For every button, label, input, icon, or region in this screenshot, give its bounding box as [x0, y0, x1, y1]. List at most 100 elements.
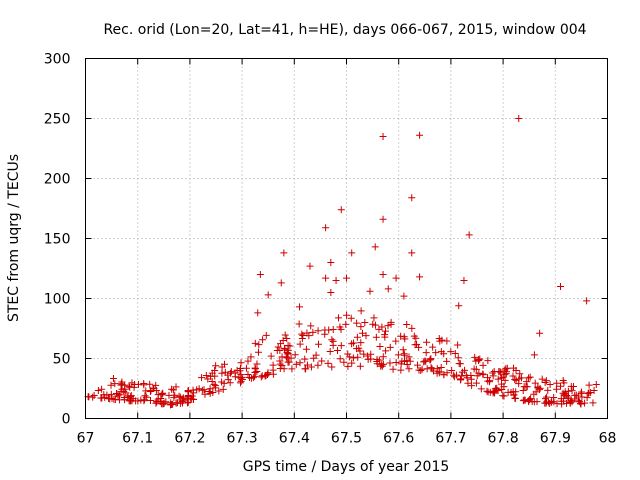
data-point — [527, 395, 535, 403]
data-point — [436, 337, 444, 345]
data-point — [146, 388, 154, 396]
data-point — [484, 357, 492, 365]
data-point — [510, 391, 518, 399]
data-point — [107, 381, 115, 389]
data-point — [531, 379, 539, 387]
data-point — [397, 360, 405, 368]
data-point — [463, 374, 471, 382]
data-point — [322, 274, 330, 282]
data-point — [577, 389, 585, 397]
y-axis-label: STEC from uqrg / TECUs — [6, 154, 22, 322]
data-point — [437, 363, 445, 371]
data-point — [296, 340, 304, 348]
x-tick-label: 67.9 — [540, 431, 571, 447]
data-point — [413, 340, 421, 348]
data-point — [307, 363, 315, 371]
data-point — [546, 381, 554, 389]
data-point — [479, 361, 487, 369]
x-tick-label: 67.4 — [279, 431, 310, 447]
data-point — [122, 389, 130, 397]
data-point — [452, 371, 460, 379]
data-point — [576, 398, 584, 406]
data-point — [231, 369, 239, 377]
data-point — [371, 321, 379, 329]
data-point — [321, 330, 329, 338]
y-tick-label: 250 — [44, 112, 71, 128]
data-point — [483, 387, 491, 395]
data-point — [286, 342, 294, 350]
data-point — [343, 274, 350, 282]
data-point — [269, 361, 277, 369]
data-point — [198, 374, 206, 382]
data-point — [467, 375, 475, 383]
data-point — [473, 372, 481, 380]
data-point — [372, 333, 380, 341]
data-point — [360, 350, 368, 358]
data-point — [443, 357, 451, 365]
data-point — [379, 133, 387, 140]
data-point — [298, 335, 306, 343]
data-point — [140, 379, 148, 387]
data-point — [280, 249, 288, 257]
data-point — [533, 398, 541, 406]
data-point — [516, 370, 524, 378]
chart-title: Rec. orid (Lon=20, Lat=41, h=HE), days 0… — [103, 22, 586, 38]
data-point — [301, 365, 309, 373]
data-point — [283, 335, 291, 343]
data-point — [169, 386, 177, 394]
data-point — [520, 396, 528, 404]
data-point — [334, 314, 342, 322]
data-point — [195, 385, 203, 393]
data-point — [406, 357, 414, 365]
data-point — [578, 393, 586, 401]
data-point — [455, 302, 463, 310]
data-point — [281, 345, 289, 353]
data-point — [559, 389, 567, 397]
data-point — [262, 331, 270, 339]
data-point — [376, 343, 384, 351]
data-point — [235, 373, 243, 381]
data-point — [364, 355, 372, 363]
data-point — [541, 399, 549, 407]
data-point — [515, 380, 523, 388]
data-point — [348, 249, 356, 257]
data-point — [379, 271, 387, 278]
data-point — [525, 374, 533, 382]
data-point — [94, 387, 102, 395]
data-point — [253, 360, 261, 368]
x-axis-label: GPS time / Days of year 2015 — [243, 459, 450, 475]
data-point — [501, 371, 509, 379]
x-tick-label: 67.3 — [227, 431, 258, 447]
data-point — [384, 322, 392, 330]
data-point — [100, 391, 108, 399]
data-point — [495, 368, 503, 376]
data-point — [280, 365, 288, 373]
data-point — [257, 373, 265, 381]
data-point — [327, 259, 335, 266]
data-point — [251, 339, 259, 347]
data-point — [306, 262, 314, 270]
data-point — [342, 320, 350, 328]
data-point — [98, 385, 106, 393]
data-point — [295, 320, 303, 328]
data-point — [202, 371, 210, 379]
y-tick-label: 50 — [53, 352, 71, 368]
x-tick-label: 67.6 — [383, 431, 414, 447]
data-point — [142, 387, 150, 395]
data-point — [314, 327, 322, 335]
data-point — [276, 346, 284, 354]
data-point — [432, 349, 440, 357]
data-point — [98, 394, 106, 402]
data-point — [357, 307, 365, 315]
data-point — [394, 351, 402, 359]
data-point — [511, 394, 519, 402]
data-point — [519, 397, 527, 405]
axis-ticks: 67 67.1 67.2 67.3 67.4 67.5 67.6 67.7 67.8 67.9 68… — [44, 52, 617, 447]
data-point — [128, 379, 136, 387]
x-tick-label: 67.7 — [435, 431, 466, 447]
data-point — [251, 368, 259, 376]
data-point — [344, 362, 352, 370]
data-point — [553, 379, 561, 387]
data-point — [264, 291, 272, 299]
data-point — [347, 314, 355, 322]
